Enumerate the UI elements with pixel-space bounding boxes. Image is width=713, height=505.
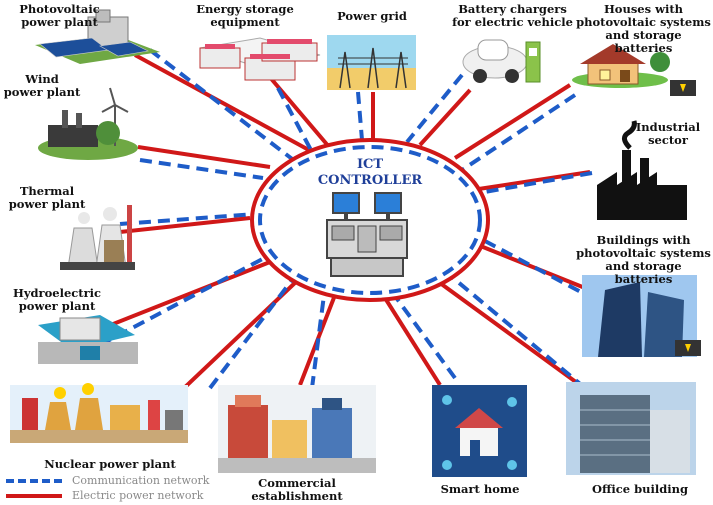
electric-line-smart-home <box>383 296 442 387</box>
electric-line-photovoltaic <box>134 53 319 157</box>
legend-electric-swatch <box>6 493 62 498</box>
dam-icon <box>38 315 138 364</box>
comm-line-commercial <box>310 294 326 389</box>
solar-panel-icon <box>35 9 160 64</box>
skyscraper-icon <box>582 275 701 357</box>
comm-line-hydro <box>99 253 271 347</box>
transmission-tower-icon <box>327 35 416 90</box>
comm-line-battery-chargers <box>405 73 464 144</box>
electric-line-nuclear <box>180 278 300 392</box>
comm-line-smart-home <box>390 290 457 380</box>
label-industrial: Industrial sector <box>635 120 701 147</box>
comm-line-photovoltaic <box>148 48 302 167</box>
cooling-tower-icon <box>60 205 135 270</box>
factory-icon <box>597 120 687 220</box>
comm-line-houses <box>460 93 577 172</box>
legend-communication-label: Communication network <box>72 474 210 487</box>
electric-line-energy-storage <box>266 73 332 150</box>
electric-line-hydro <box>97 260 271 332</box>
legend-electric: Electric power network <box>6 489 203 502</box>
electric-line-wind <box>137 145 271 169</box>
legend-communication: Communication network <box>6 474 209 487</box>
label-power-grid: Power grid <box>337 9 407 23</box>
label-hydro: Hydroelectric power plant <box>12 286 102 313</box>
control-console-icon <box>326 192 408 277</box>
comm-line-thermal <box>119 212 257 226</box>
comm-line-nuclear <box>208 278 294 390</box>
communication-network-lines <box>99 48 597 390</box>
electric-network-lines <box>97 53 591 392</box>
electric-line-thermal <box>119 216 251 234</box>
label-wind: Wind power plant <box>3 72 81 99</box>
label-nuclear: Nuclear power plant <box>44 457 176 471</box>
label-energy-storage: Energy storage equipment <box>196 2 294 29</box>
label-thermal: Thermal power plant <box>8 184 86 211</box>
comm-line-power-grid <box>356 91 364 141</box>
battery-rack-icon <box>199 37 321 81</box>
label-battery-chargers: Battery chargers for electric vehicle <box>452 2 573 29</box>
electric-line-battery-chargers <box>418 88 472 147</box>
electric-line-office <box>438 281 582 387</box>
ev-charger-icon <box>462 39 541 83</box>
label-houses-pv: Houses with photovoltaic systems and sto… <box>576 2 711 55</box>
controller-ring-communication <box>258 145 482 295</box>
label-office: Office building <box>591 482 689 496</box>
electric-line-buildings <box>477 243 591 292</box>
shop-icon <box>218 385 376 473</box>
comm-line-industrial <box>461 171 593 198</box>
label-buildings-pv: Buildings with photovoltaic systems and … <box>576 233 711 286</box>
wind-turbine-icon <box>38 87 138 160</box>
label-photovoltaic: Photovoltaic power plant <box>19 2 100 29</box>
comm-line-wind <box>139 158 264 180</box>
legend-electric-label: Electric power network <box>72 489 204 502</box>
smart-home-icon <box>432 385 527 477</box>
office-building-icon <box>566 382 696 475</box>
electric-line-houses <box>453 83 572 160</box>
ict-controller-title: ICT CONTROLLER <box>317 157 423 188</box>
legend-communication-swatch <box>6 478 62 483</box>
comm-line-office <box>450 275 587 390</box>
house-icon <box>572 44 696 96</box>
label-commercial: Commercial establishment <box>251 476 343 503</box>
comm-line-energy-storage <box>276 87 314 153</box>
label-smart-home: Smart home <box>440 482 520 496</box>
nuclear-plant-icon <box>10 383 188 443</box>
comm-line-buildings <box>467 230 597 302</box>
